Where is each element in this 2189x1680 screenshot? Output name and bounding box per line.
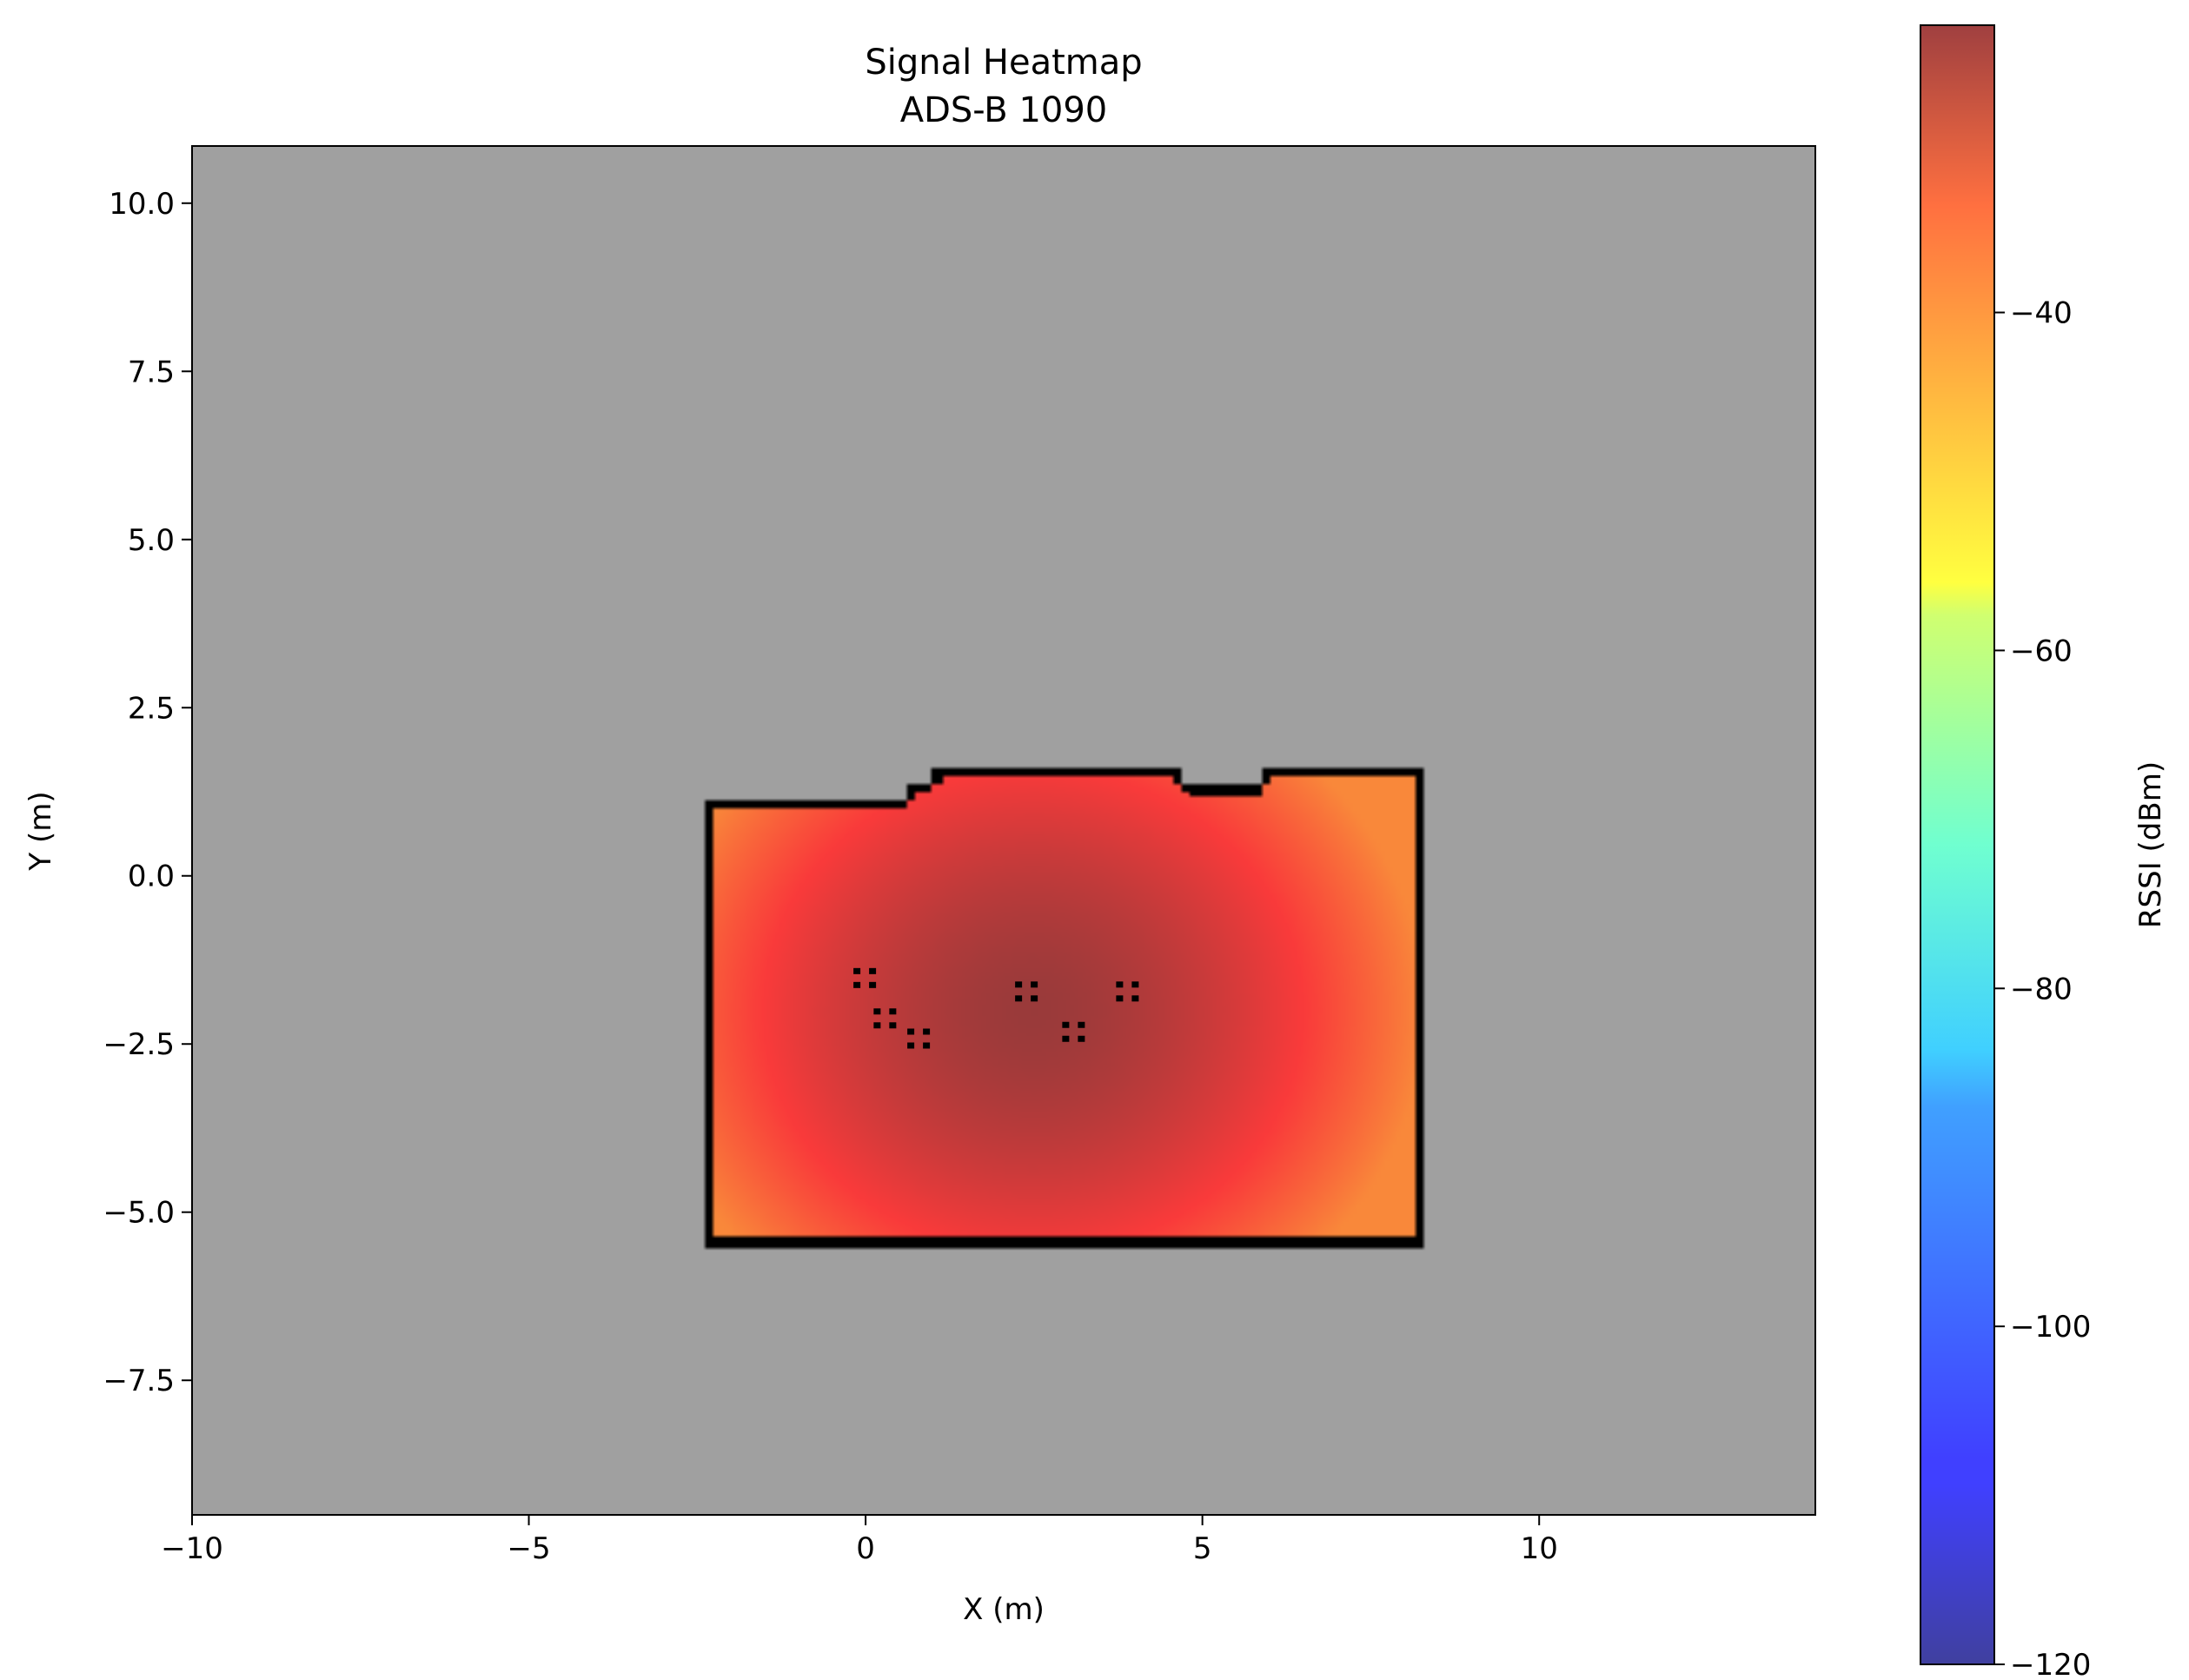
chart-subtitle: ADS-B 1090 (900, 90, 1108, 130)
colorbar (1920, 25, 1994, 1664)
colorbar-tick-label: −120 (2010, 1648, 2091, 1680)
y-axis-label: Y (m) (23, 791, 58, 871)
obstacle-mark (1031, 995, 1038, 1002)
obstacle-mark (907, 1042, 915, 1049)
chart-title: Signal Heatmap (865, 43, 1142, 83)
obstacle-mark (923, 1042, 931, 1049)
obstacle-mark (853, 967, 861, 974)
obstacle-mark (1116, 995, 1124, 1002)
y-tick-label: 10.0 (109, 187, 175, 222)
colorbar-frame (1920, 24, 1995, 1665)
colorbar-ticks: −40 −60 −80 −100 −120 (1994, 296, 2091, 1680)
colorbar-label: RSSI (dBm) (2133, 761, 2168, 928)
obstacle-mark (873, 1008, 881, 1015)
x-tick-label: 0 (856, 1531, 875, 1566)
obstacle-mark (869, 981, 877, 988)
x-tick-label: 10 (1521, 1531, 1558, 1566)
colorbar-tick-label: −60 (2010, 634, 2073, 668)
obstacle-layer (853, 967, 1139, 1049)
obstacle-mark (907, 1028, 915, 1035)
obstacle-mark (1062, 1035, 1070, 1042)
obstacle-mark (1031, 981, 1038, 988)
y-tick-label: 0.0 (128, 860, 175, 894)
axes-frame (191, 145, 1816, 1516)
obstacle-mark (1131, 995, 1139, 1002)
obstacle-mark (1116, 981, 1124, 988)
obstacle-mark (869, 967, 877, 974)
obstacle-mark (889, 1008, 897, 1015)
y-tick-label: 2.5 (128, 691, 175, 726)
colorbar-tick-label: −40 (2010, 296, 2073, 331)
obstacle-mark (1078, 1035, 1085, 1042)
y-tick-label: −7.5 (103, 1364, 175, 1398)
x-axis-ticks: −10 −5 0 5 10 (161, 1515, 1558, 1566)
x-tick-label: −10 (161, 1531, 223, 1566)
colorbar-tick-label: −80 (2010, 972, 2073, 1006)
x-tick-label: 5 (1193, 1531, 1212, 1566)
obstacle-mark (1015, 981, 1023, 988)
x-axis-label: X (m) (963, 1592, 1045, 1627)
obstacle-mark (889, 1022, 897, 1029)
obstacle-mark (873, 1022, 881, 1029)
obstacle-mark (1015, 995, 1023, 1002)
y-tick-label: 7.5 (128, 355, 175, 389)
x-tick-label: −5 (507, 1531, 550, 1566)
obstacle-mark (1131, 981, 1139, 988)
y-axis-ticks: 10.0 7.5 5.0 2.5 0.0 −2.5 −5.0 −7.5 (103, 187, 192, 1398)
y-tick-label: 5.0 (128, 523, 175, 558)
heatmap-image (192, 146, 1815, 1515)
y-tick-label: −5.0 (103, 1196, 175, 1231)
obstacle-mark (1062, 1021, 1070, 1028)
y-tick-label: −2.5 (103, 1027, 175, 1062)
heatmap-layer (192, 146, 1815, 1515)
colorbar-tick-label: −100 (2010, 1310, 2091, 1345)
obstacle-mark (923, 1028, 931, 1035)
obstacle-mark (853, 981, 861, 988)
obstacle-mark (1078, 1021, 1085, 1028)
